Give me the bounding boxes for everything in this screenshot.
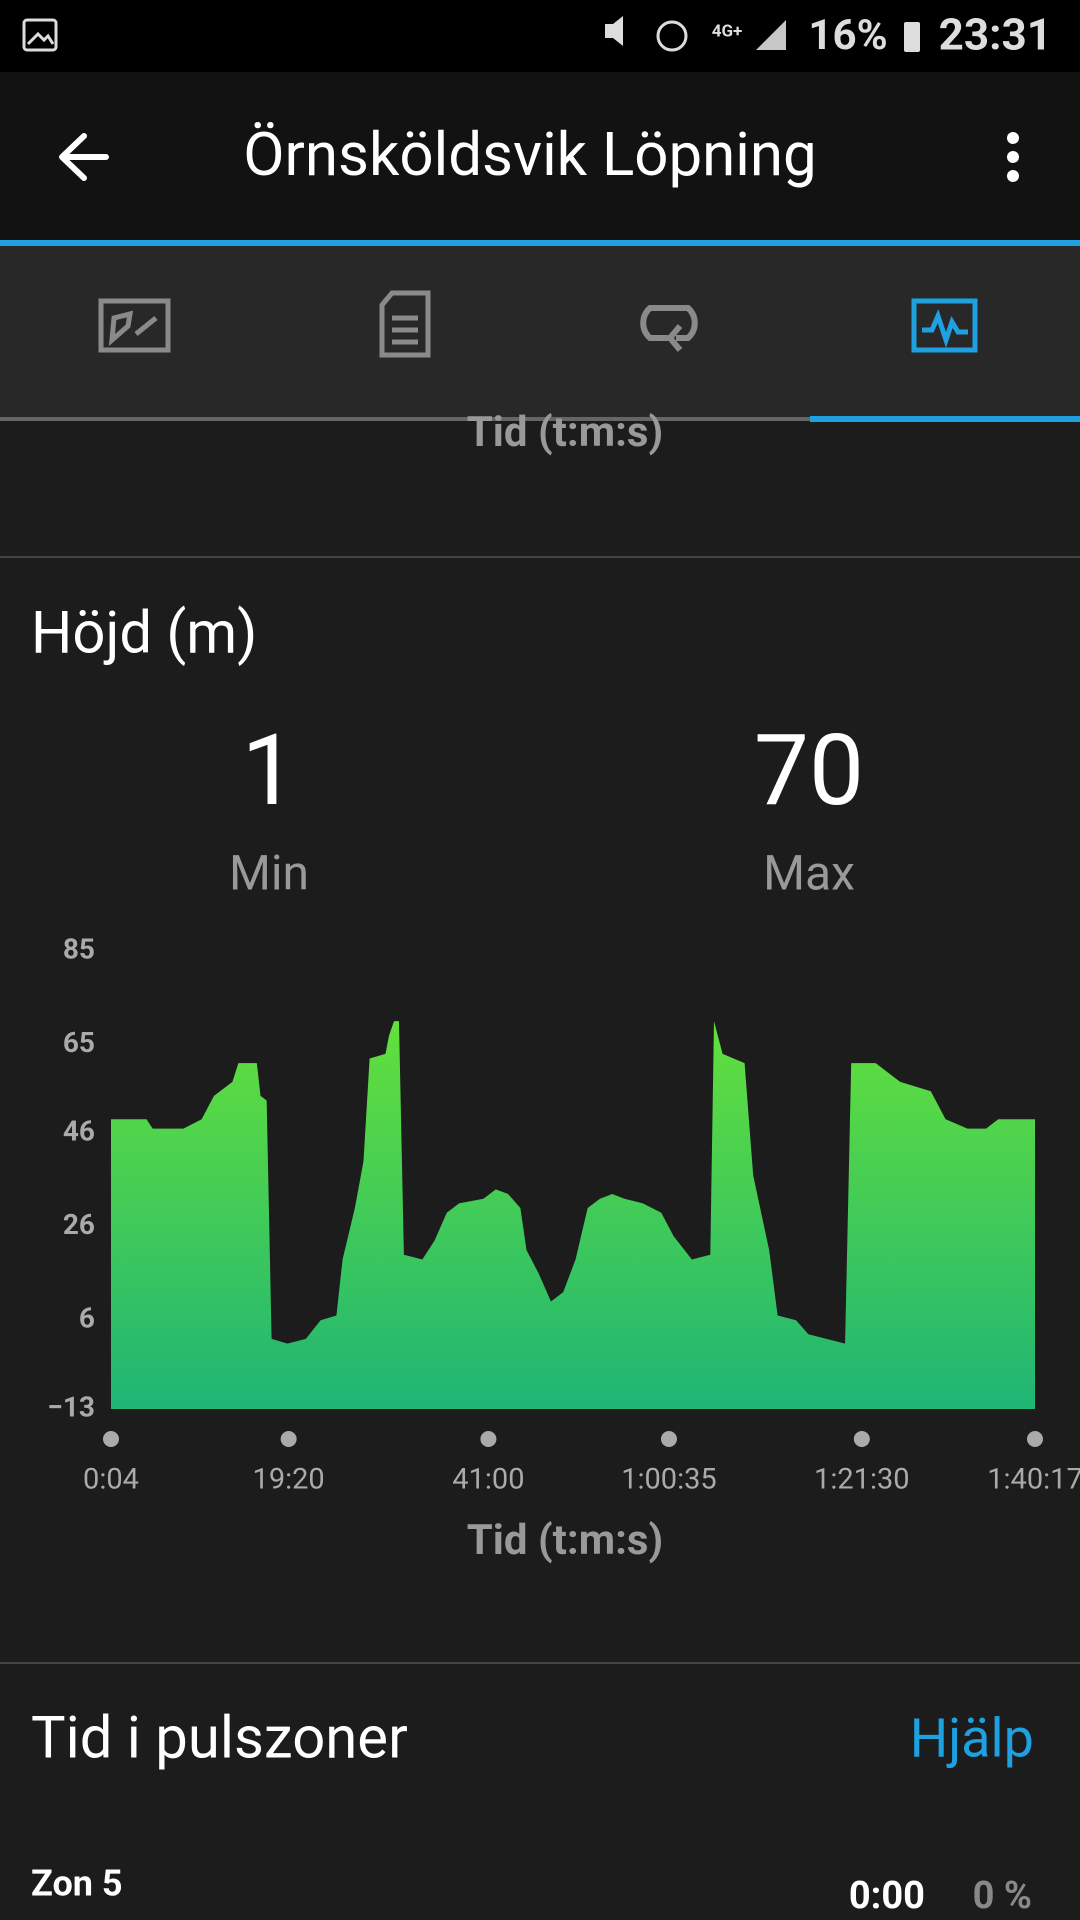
x-tick-dot (103, 1431, 119, 1447)
x-tick-label: 1:21:30 (814, 1463, 910, 1497)
zone-percent: 0 % (973, 1874, 1032, 1918)
menu-button[interactable] (1007, 132, 1019, 182)
x-tick-label: 1:40:17 (987, 1463, 1080, 1497)
elevation-area (111, 1021, 1035, 1409)
min-label: Min (229, 845, 309, 902)
elevation-chart: −13 6 26 46 65 85 0:04 19:20 41:00 1:00:35 1:21:30… (47, 932, 1080, 1496)
charts-tab[interactable] (911, 298, 978, 353)
prev-axis-label: Tid (t:m:s) (467, 408, 664, 457)
gallery-icon (22, 18, 58, 52)
y-tick-label: 65 (63, 1026, 95, 1059)
tab-indicator (810, 416, 1080, 422)
help-link[interactable]: Hjälp (910, 1707, 1034, 1770)
max-value: 70 (754, 713, 864, 828)
x-tick-label: 19:20 (253, 1463, 325, 1497)
min-value: 1 (241, 713, 296, 828)
status-icons (605, 16, 920, 52)
tab-track (0, 417, 810, 421)
zone-name: Zon 5 (31, 1863, 123, 1905)
x-tick-dot (280, 1431, 297, 1447)
y-tick-label: 46 (63, 1115, 95, 1148)
tab-bar (0, 246, 1080, 420)
max-label: Max (763, 845, 855, 902)
zones-title: Tid i pulszoner (31, 1704, 408, 1772)
x-tick-dot (853, 1431, 870, 1447)
x-tick-dot (660, 1431, 677, 1447)
app-title: Örnsköldsvik Löpning (243, 119, 816, 190)
app-bar-accent (0, 240, 1080, 246)
status-bar (0, 0, 1080, 72)
laps-tab[interactable] (640, 305, 698, 352)
app-bar (0, 72, 1080, 241)
y-tick-label: 26 (63, 1208, 95, 1241)
details-tab[interactable] (379, 290, 431, 358)
network-label: 4G+ (712, 21, 743, 41)
x-tick-label: 1:00:35 (621, 1463, 717, 1497)
zone-time: 0:00 (849, 1874, 925, 1918)
divider (0, 1662, 1080, 1664)
x-tick-label: 0:04 (83, 1463, 139, 1497)
battery-percent: 16% (808, 11, 887, 60)
x-tick-dot (480, 1431, 497, 1447)
x-axis-label: Tid (t:m:s) (467, 1516, 664, 1565)
section-title: Höjd (m) (31, 599, 257, 667)
x-tick-dot (1027, 1431, 1043, 1447)
divider (0, 556, 1080, 558)
x-tick-label: 41:00 (452, 1463, 524, 1497)
y-tick-label: 6 (79, 1302, 95, 1335)
clock: 23:31 (939, 9, 1052, 61)
y-tick-label: 85 (63, 932, 95, 965)
back-button[interactable] (59, 133, 109, 181)
map-tab[interactable] (98, 298, 171, 353)
y-tick-label: −13 (47, 1390, 95, 1423)
